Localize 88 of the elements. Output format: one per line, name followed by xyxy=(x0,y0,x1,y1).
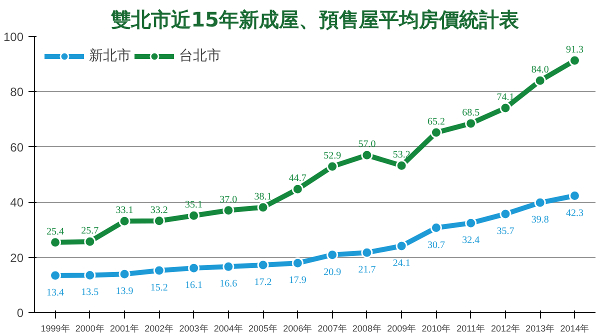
point xyxy=(84,236,96,248)
point xyxy=(292,257,304,269)
data-label: 52.9 xyxy=(324,150,342,162)
y-tick-label: 80 xyxy=(10,85,24,100)
data-label: 15.2 xyxy=(150,282,168,294)
chart-title: 雙北市近15年新成屋、預售屋平均房價統計表 xyxy=(110,8,519,32)
data-label: 84.0 xyxy=(531,64,549,76)
point xyxy=(153,264,165,276)
x-tick-label: 2012年 xyxy=(490,324,520,334)
data-label: 42.3 xyxy=(566,208,584,219)
data-label: 35.7 xyxy=(496,226,514,237)
x-tick-label: 2014年 xyxy=(560,324,590,334)
data-label: 24.1 xyxy=(392,258,410,269)
data-label: 37.0 xyxy=(220,194,238,206)
y-tick-label: 40 xyxy=(10,196,24,210)
point xyxy=(396,160,408,172)
point xyxy=(396,240,408,252)
x-tick-label: 2002年 xyxy=(144,324,174,334)
x-tick-label: 1999年 xyxy=(40,324,70,334)
x-tick-label: 2001年 xyxy=(110,324,140,334)
point xyxy=(430,126,442,138)
point xyxy=(568,190,580,202)
data-label: 17.2 xyxy=(254,277,272,288)
data-label: 30.7 xyxy=(427,240,445,251)
data-label: 35.1 xyxy=(185,200,203,211)
point xyxy=(257,202,269,214)
point xyxy=(188,210,200,222)
data-label: 13.4 xyxy=(46,288,64,299)
data-label: 25.7 xyxy=(81,226,99,237)
data-label: 33.1 xyxy=(116,205,134,216)
x-tick-label: 2003年 xyxy=(179,324,208,334)
x-tick-label: 2013年 xyxy=(526,324,555,334)
data-label: 13.5 xyxy=(81,287,99,298)
point xyxy=(534,74,546,86)
legend-label: 新北市 xyxy=(89,47,131,65)
y-tick-label: 0 xyxy=(16,306,24,320)
x-tick-label: 2000年 xyxy=(75,324,104,334)
data-label: 17.9 xyxy=(288,275,306,286)
point xyxy=(500,102,512,114)
point xyxy=(222,204,234,216)
data-label: 68.5 xyxy=(462,107,480,118)
data-label: 39.8 xyxy=(531,214,549,226)
data-label: 65.2 xyxy=(427,116,445,128)
data-label: 74.1 xyxy=(496,92,514,103)
data-label: 25.4 xyxy=(46,226,64,238)
x-tick-label: 2005年 xyxy=(248,324,278,334)
point xyxy=(188,262,200,274)
point xyxy=(118,215,130,227)
point xyxy=(326,249,338,261)
y-tick-label: 60 xyxy=(10,140,24,154)
data-label: 16.6 xyxy=(220,278,238,290)
data-label: 21.7 xyxy=(358,264,376,276)
point xyxy=(430,222,442,234)
data-label: 38.1 xyxy=(254,191,272,202)
point xyxy=(465,217,477,229)
x-tick-label: 2009年 xyxy=(387,324,416,334)
point xyxy=(568,54,580,66)
data-label: 16.1 xyxy=(185,280,203,292)
point xyxy=(118,268,130,280)
y-tick-label: 20 xyxy=(10,250,24,265)
data-label: 57.0 xyxy=(358,139,376,150)
y-tick-label: 100 xyxy=(3,30,24,44)
data-label: 44.7 xyxy=(288,173,306,184)
point xyxy=(465,118,477,130)
point xyxy=(84,270,96,281)
data-label: 20.9 xyxy=(324,266,342,278)
point xyxy=(500,208,512,220)
point xyxy=(326,160,338,172)
x-tick-label: 2004年 xyxy=(214,324,243,334)
point xyxy=(50,270,62,282)
point xyxy=(153,215,165,227)
data-label: 33.2 xyxy=(150,204,168,216)
point xyxy=(222,260,234,272)
point xyxy=(361,149,373,161)
data-label: 13.9 xyxy=(116,286,134,298)
x-tick-label: 2010年 xyxy=(422,324,451,334)
data-label: 32.4 xyxy=(462,235,480,246)
point xyxy=(292,183,304,195)
point xyxy=(534,196,546,208)
point xyxy=(257,259,269,271)
x-tick-label: 2006年 xyxy=(283,324,312,334)
x-tick-label: 2007年 xyxy=(318,324,347,334)
legend-label: 台北市 xyxy=(179,47,221,65)
x-tick-label: 2008年 xyxy=(352,324,382,334)
point xyxy=(50,236,62,248)
data-label: 91.3 xyxy=(566,44,584,56)
point xyxy=(361,246,373,258)
x-tick-label: 2011年 xyxy=(456,324,486,334)
